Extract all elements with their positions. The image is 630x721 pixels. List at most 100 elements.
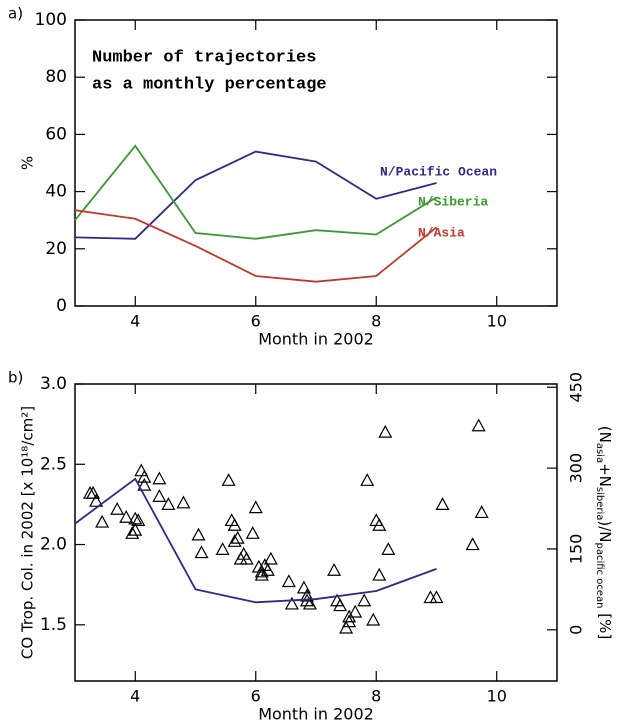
y-axis-label: %	[19, 156, 37, 170]
triangle-point	[372, 518, 387, 531]
triangle-point	[194, 545, 209, 559]
triangle-point	[357, 593, 372, 607]
annotation: as a monthly percentage	[92, 75, 327, 94]
y2-label-part: siberia	[594, 487, 605, 521]
triangle-point	[281, 574, 296, 588]
y-tick-label: 0	[56, 296, 67, 316]
triangle-point	[429, 590, 444, 604]
triangle-point	[348, 604, 363, 618]
triangle-point	[296, 580, 311, 594]
triangle-point	[378, 424, 393, 438]
triangle-point	[239, 551, 254, 565]
triangle-point	[254, 564, 269, 578]
triangle-point	[471, 418, 486, 432]
x-tick-label: 8	[371, 312, 381, 331]
triangle-point	[128, 511, 143, 525]
triangle-point	[215, 542, 230, 555]
y2-tick-label: 0	[567, 625, 586, 635]
triangle-point	[227, 534, 242, 547]
y-tick-label: 100	[35, 10, 67, 30]
x-tick-label: 6	[251, 687, 261, 706]
triangle-point	[95, 514, 110, 528]
x-tick-label: 4	[130, 312, 140, 331]
x-tick-label: 8	[371, 687, 381, 706]
triangle-point	[260, 562, 275, 576]
series-label: N/Pacific Ocean	[380, 164, 497, 179]
y2-tick-label: 450	[567, 372, 586, 403]
y-tick-label: 1.5	[40, 615, 67, 635]
triangle-point	[119, 509, 134, 523]
y2-label-part: (N	[597, 426, 615, 443]
triangle-point	[227, 518, 242, 531]
x-axis-label: Month in 2002	[258, 330, 374, 349]
triangle-point	[191, 527, 206, 541]
y2-tick-label: 300	[567, 453, 586, 484]
y2-label-part: +N	[597, 463, 615, 487]
y-tick-label: 2.0	[40, 535, 67, 555]
triangle-point	[339, 620, 354, 634]
data-line	[74, 144, 437, 240]
triangle-point	[221, 473, 236, 486]
y2-label-part: )/N	[597, 520, 615, 542]
triangle-point	[245, 526, 260, 539]
x-tick-label: 10	[487, 312, 507, 331]
y-tick-label: 40	[45, 182, 67, 202]
y2-label-part: pacific ocean	[594, 543, 605, 609]
triangle-point	[86, 485, 101, 499]
y-tick-label: 80	[45, 67, 67, 87]
y2-label-part: [%]	[597, 609, 615, 640]
y2-axis-label: (Nasia+Nsiberia)/Npacific ocean [%]	[594, 426, 615, 639]
series-label: N/Asia	[418, 225, 465, 240]
triangle-point	[366, 612, 381, 626]
triangle-point	[230, 530, 245, 544]
data-line	[74, 209, 438, 283]
triangle-point	[360, 473, 375, 486]
triangle-point	[152, 471, 167, 485]
triangle-point	[137, 477, 152, 491]
triangle-point	[125, 526, 140, 539]
y-axis-label: CO Trop. Col. in 2002 [x 10¹⁸/cm²]	[19, 406, 37, 659]
triangle-point	[263, 551, 278, 565]
triangle-point	[435, 497, 450, 511]
triangle-point	[474, 505, 489, 519]
triangle-point	[342, 614, 357, 628]
y2-tick-label: 150	[567, 534, 586, 565]
x-axis-label: Month in 2002	[258, 705, 374, 721]
triangle-point	[327, 562, 342, 576]
y-tick-label: 3.0	[40, 374, 67, 394]
triangle-point	[465, 537, 480, 551]
triangle-point	[110, 501, 125, 515]
triangle-point	[381, 542, 396, 555]
triangle-point	[176, 495, 191, 509]
y-tick-label: 2.5	[40, 454, 67, 474]
triangle-point	[161, 497, 176, 511]
y-tick-label: 20	[45, 239, 67, 259]
triangle-point	[89, 493, 104, 507]
triangle-point	[372, 567, 387, 581]
x-tick-label: 6	[251, 312, 261, 331]
data-line	[74, 150, 437, 240]
panel-label: a)	[8, 5, 23, 23]
triangle-point	[333, 598, 348, 612]
triangle-point	[131, 513, 146, 527]
plot-frame	[74, 383, 558, 682]
x-tick-label: 4	[130, 687, 140, 706]
triangle-point	[248, 500, 263, 514]
y-tick-label: 60	[45, 124, 67, 144]
x-tick-label: 10	[487, 687, 507, 706]
y2-label-part: asia	[594, 443, 605, 463]
triangle-point	[152, 489, 167, 502]
triangle-point	[423, 590, 438, 604]
triangle-point	[254, 567, 269, 581]
data-line	[74, 477, 437, 604]
triangle-point	[137, 469, 152, 483]
plot-frame	[74, 19, 558, 307]
triangle-point	[342, 609, 357, 623]
triangle-point	[302, 596, 317, 610]
triangle-point	[128, 522, 143, 536]
triangle-point	[284, 596, 299, 610]
annotation: Number of trajectories	[92, 48, 316, 67]
series-label: N/Siberia	[418, 194, 488, 209]
panel-label: b)	[8, 369, 23, 387]
